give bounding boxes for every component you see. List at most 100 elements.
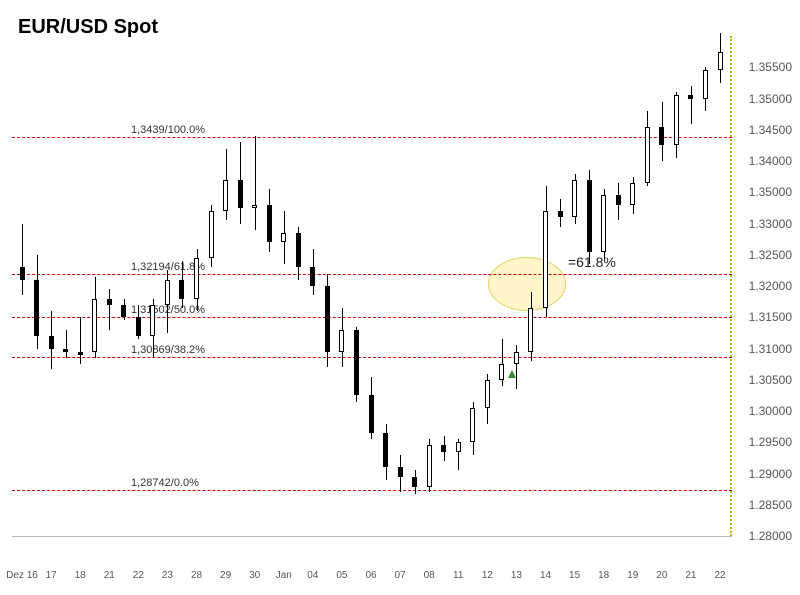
highlight-ellipse xyxy=(488,257,566,311)
candle-body xyxy=(427,445,432,487)
candle-body xyxy=(325,286,330,352)
candle-wick xyxy=(80,317,81,364)
candle-body xyxy=(630,183,635,205)
candle-body xyxy=(441,445,446,451)
y-tick-label: 1.34500 xyxy=(749,123,792,137)
y-tick-label: 1.35500 xyxy=(749,60,792,74)
fibonacci-label: 1,3439/100.0% xyxy=(130,124,206,136)
candle-body xyxy=(543,211,548,308)
candle-body xyxy=(601,195,606,251)
x-tick-label: 28 xyxy=(191,570,202,581)
x-tick-label: 12 xyxy=(482,570,493,581)
candle-body xyxy=(34,280,39,336)
candle-body xyxy=(150,305,155,336)
candle-wick xyxy=(109,289,110,330)
x-tick-label: 15 xyxy=(569,570,580,581)
candle-body xyxy=(78,352,83,355)
y-tick-label: 1.28500 xyxy=(749,498,792,512)
candle-body xyxy=(339,330,344,352)
candle-body xyxy=(528,308,533,352)
candle-body xyxy=(209,211,214,258)
candle-body xyxy=(252,205,257,208)
x-tick-label: 14 xyxy=(540,570,551,581)
candle-wick xyxy=(66,330,67,358)
x-tick-label: 04 xyxy=(307,570,318,581)
x-tick-label: Jan xyxy=(276,570,292,581)
fibonacci-line xyxy=(12,357,732,358)
y-tick-label: 1.34000 xyxy=(749,154,792,168)
candle-body xyxy=(369,395,374,433)
candle-body xyxy=(310,267,315,286)
candle-body xyxy=(92,299,97,352)
candle-body xyxy=(136,317,141,336)
candle-body xyxy=(616,195,621,204)
candle-body xyxy=(354,330,359,396)
fibonacci-line xyxy=(12,490,732,491)
annotation-618: =61.8% xyxy=(568,254,616,270)
fibonacci-line xyxy=(12,317,732,318)
candle-body xyxy=(485,380,490,408)
candle-wick xyxy=(255,136,256,230)
candle-body xyxy=(587,180,592,252)
x-tick-label: 18 xyxy=(598,570,609,581)
candle-body xyxy=(572,180,577,218)
y-tick-label: 1.30000 xyxy=(749,404,792,418)
candle-body xyxy=(383,433,388,467)
x-tick-label: 19 xyxy=(627,570,638,581)
candle-body xyxy=(499,364,504,380)
y-tick-label: 1.33000 xyxy=(749,217,792,231)
y-tick-label: 1.29500 xyxy=(749,435,792,449)
x-tick-label: 18 xyxy=(75,570,86,581)
x-tick-label: 17 xyxy=(46,570,57,581)
y-tick-label: 1.31500 xyxy=(749,310,792,324)
candle-body xyxy=(223,180,228,211)
candle-body xyxy=(514,352,519,365)
y-tick-label: 1.31000 xyxy=(749,342,792,356)
candle-body xyxy=(296,233,301,267)
y-tick-label: 1.35000 xyxy=(749,92,792,106)
fibonacci-line xyxy=(12,137,732,138)
candle-body xyxy=(645,127,650,183)
x-tick-label: 23 xyxy=(162,570,173,581)
candle-body xyxy=(470,408,475,442)
x-tick-label: 21 xyxy=(685,570,696,581)
candlestick-chart: 1,3439/100.0%1,32194/61.8%1,31502/50.0%1… xyxy=(12,36,732,556)
candle-body xyxy=(703,70,708,98)
candle-body xyxy=(238,180,243,208)
x-tick-label: 07 xyxy=(395,570,406,581)
x-tick-label: 20 xyxy=(656,570,667,581)
candle-body xyxy=(281,233,286,242)
candle-body xyxy=(107,299,112,305)
y-tick-label: 1.30500 xyxy=(749,373,792,387)
candle-body xyxy=(456,442,461,451)
candle-body xyxy=(194,258,199,299)
y-tick-label: 1.32000 xyxy=(749,279,792,293)
fibonacci-label: 1,30869/38.2% xyxy=(130,344,206,356)
x-tick-label: 30 xyxy=(249,570,260,581)
x-axis: Dez 161718212223282930Jan040506070811121… xyxy=(12,561,732,581)
y-axis: 1.355001.350001.345001.340001.350001.330… xyxy=(732,36,792,556)
candle-body xyxy=(718,52,723,71)
candle-body xyxy=(121,305,126,318)
candle-body xyxy=(165,280,170,305)
candle-body xyxy=(267,205,272,243)
x-tick-label: 13 xyxy=(511,570,522,581)
x-tick-label: 08 xyxy=(424,570,435,581)
candle-body xyxy=(398,467,403,476)
candle-wick xyxy=(691,86,692,124)
x-tick-label: 21 xyxy=(104,570,115,581)
x-tick-label: 29 xyxy=(220,570,231,581)
candle-body xyxy=(63,349,68,352)
candle-body xyxy=(558,211,563,217)
candle-body xyxy=(49,336,54,349)
candle-body xyxy=(412,477,417,488)
x-tick-label: 11 xyxy=(453,570,463,581)
candle-body xyxy=(659,127,664,146)
candle-body xyxy=(179,280,184,299)
x-tick-label: 22 xyxy=(714,570,725,581)
candle-wick xyxy=(22,224,23,296)
x-tick-label: Dez 16 xyxy=(6,570,38,581)
x-tick-label: 06 xyxy=(365,570,376,581)
y-tick-label: 1.32500 xyxy=(749,248,792,262)
x-tick-label: 05 xyxy=(336,570,347,581)
